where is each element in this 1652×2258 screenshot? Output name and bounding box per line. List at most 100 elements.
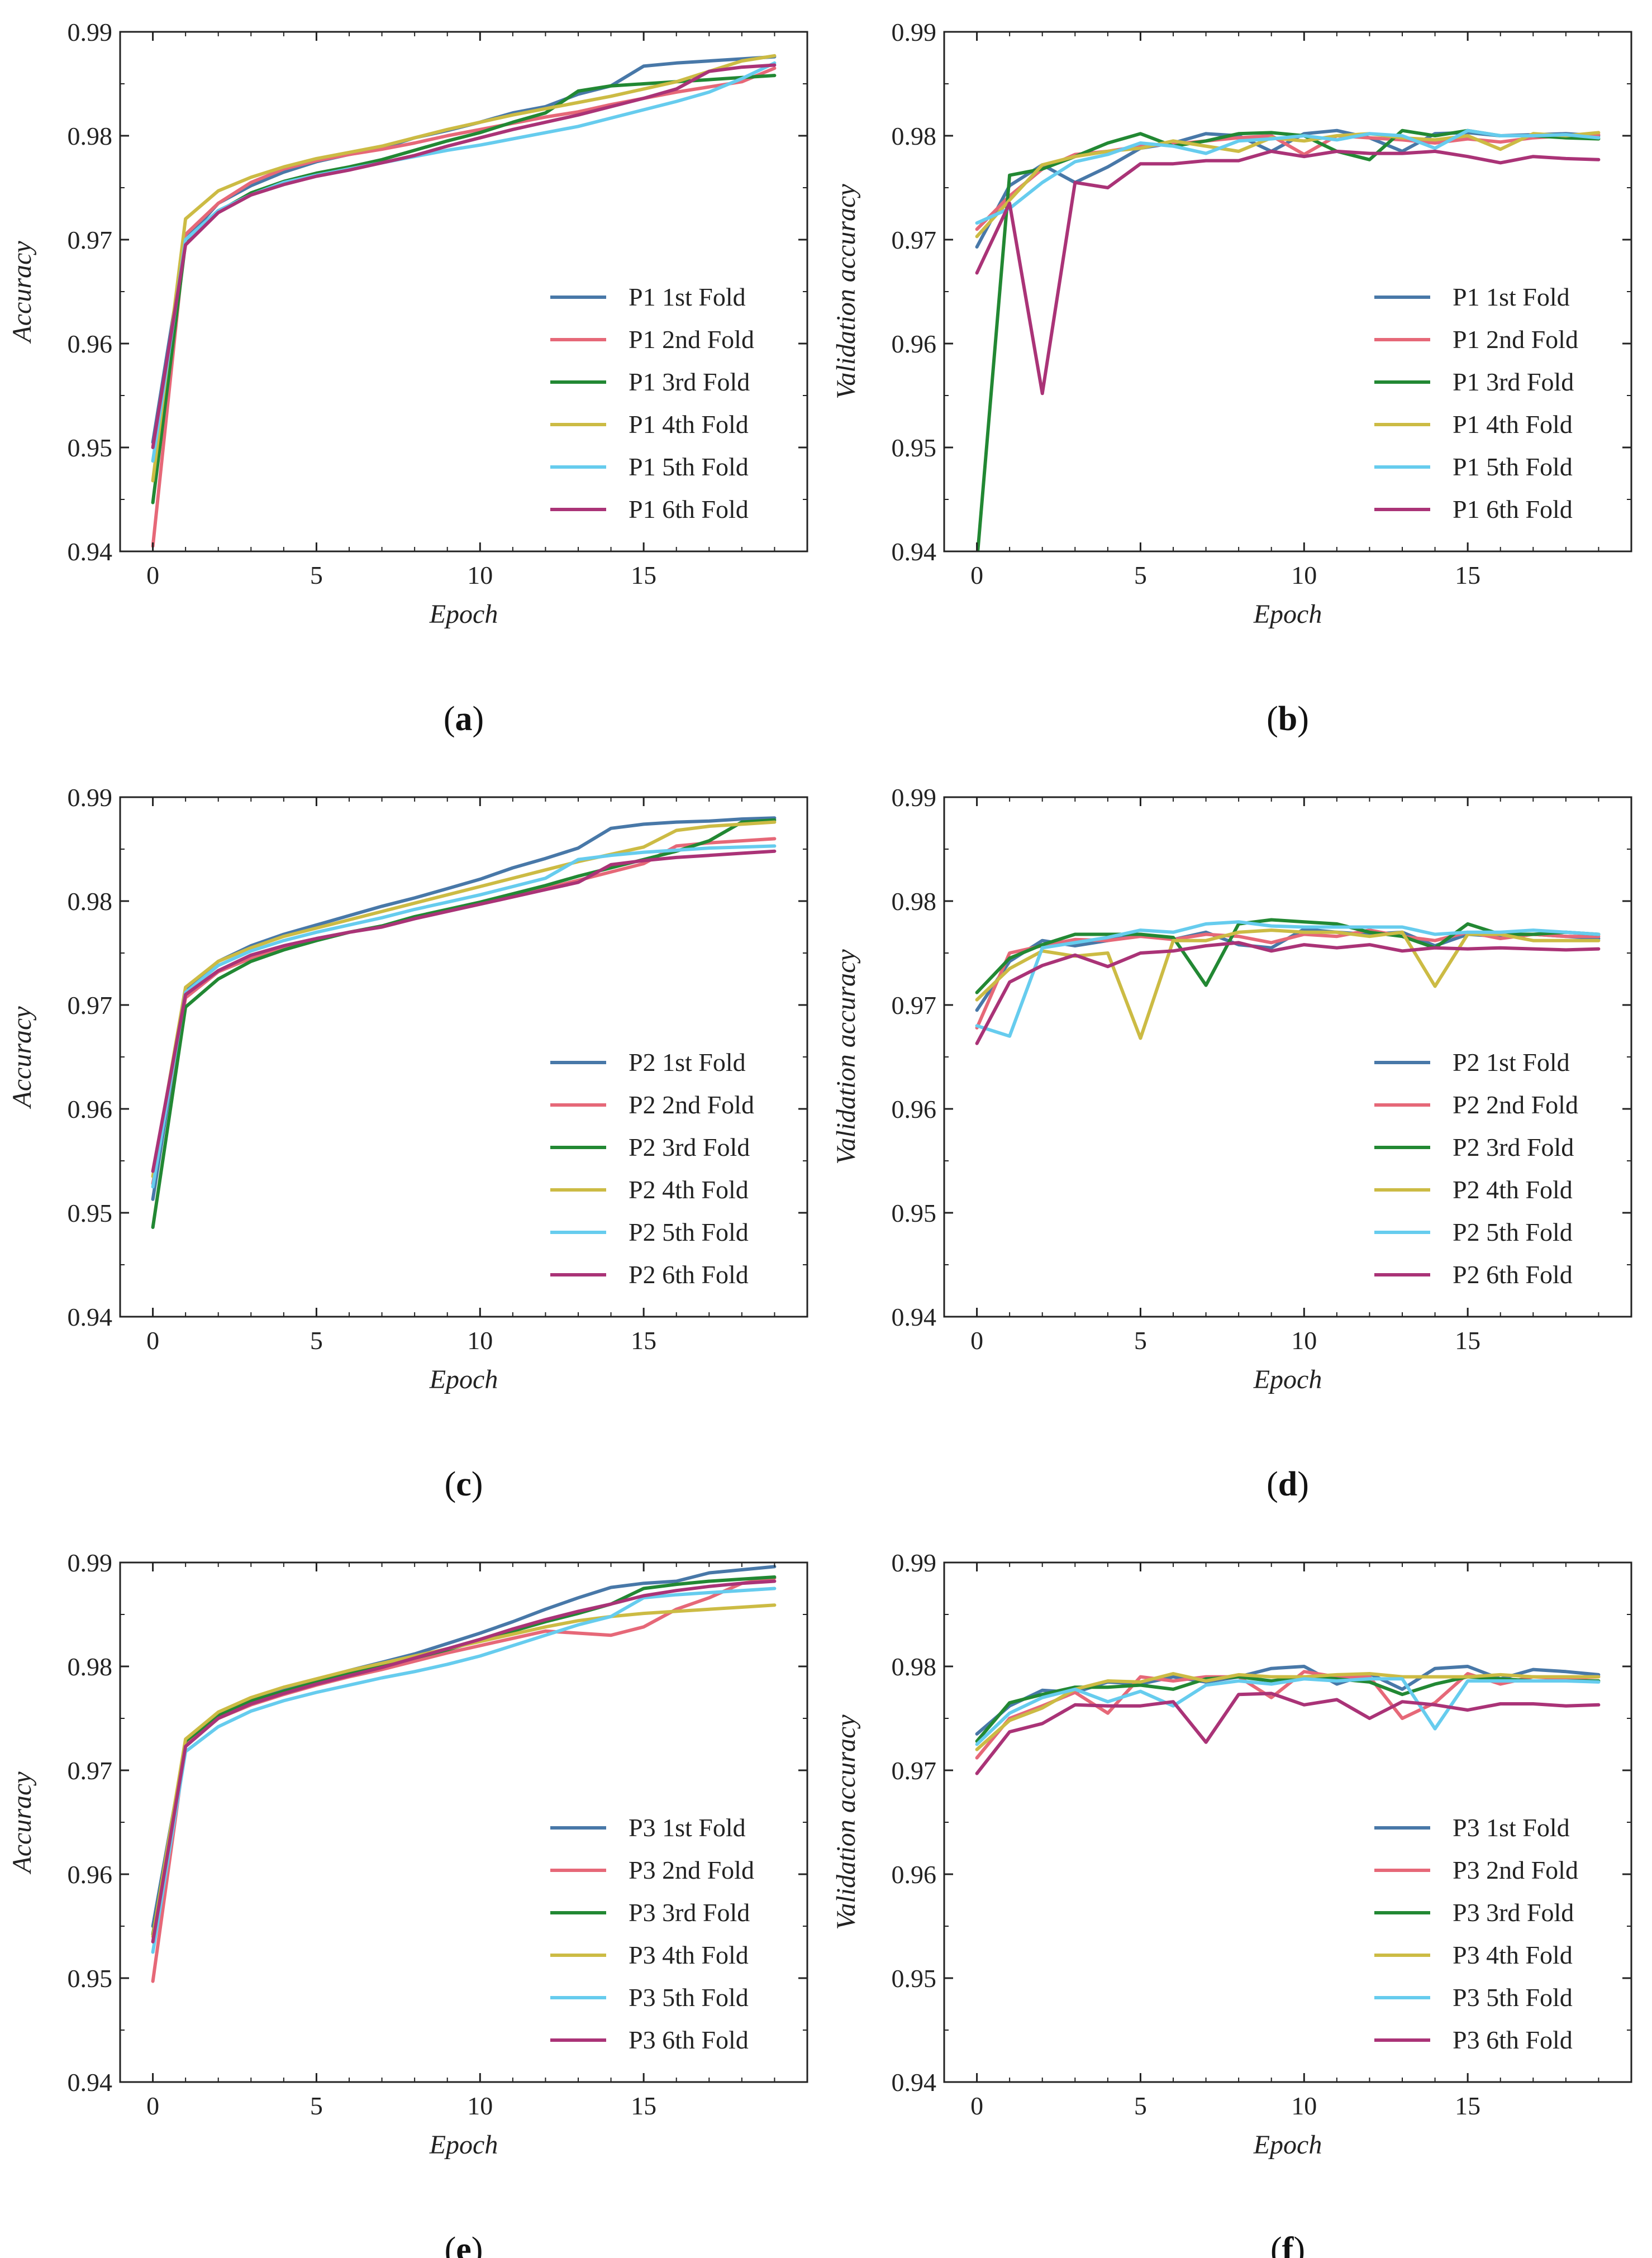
chart-b-series-4-line <box>975 131 1601 239</box>
chart-d-ytick-label-3: 0.97 <box>892 991 937 1020</box>
chart-f-ytick-label-2: 0.96 <box>892 1860 937 1889</box>
chart-a-legend-label-3: P1 3rd Fold <box>629 368 750 396</box>
chart-c-series-4-line <box>151 820 777 1178</box>
chart-c-ytick-label-3: 0.97 <box>68 991 113 1020</box>
chart-b-ytick-label-5: 0.99 <box>892 18 937 46</box>
chart-c-ytick-label-1: 0.95 <box>68 1199 113 1227</box>
chart-e-ytick-label-5: 0.99 <box>68 1549 113 1577</box>
chart-f-panel-label: (f) <box>1270 2231 1305 2258</box>
chart-b-panel-label: (b) <box>1267 700 1309 738</box>
chart-f-xtick-label-2: 10 <box>1291 2092 1317 2120</box>
chart-f: 0 5 10 15 0.94 0.95 0.96 0.97 0.98 0.99 Epoch Valid… <box>831 1549 1632 2258</box>
chart-f-ytick-label-3: 0.97 <box>892 1756 937 1785</box>
chart-b-ytick-label-1: 0.95 <box>892 434 937 462</box>
chart-b-legend-label-4: P1 4th Fold <box>1453 410 1573 439</box>
chart-e-legend-label-1: P3 1st Fold <box>629 1813 746 1842</box>
chart-c-xlabel: Epoch <box>429 1365 498 1394</box>
chart-e-xtick-label-1: 5 <box>310 2092 323 2120</box>
chart-f-series-5-line <box>975 1677 1601 1746</box>
chart-b-legend-label-2: P1 2nd Fold <box>1453 325 1578 354</box>
chart-a-ytick-label-0: 0.94 <box>68 537 113 566</box>
chart-a-legend-label-5: P1 5th Fold <box>629 452 749 481</box>
chart-e-xlabel: Epoch <box>429 2130 498 2160</box>
chart-e-ylabel: Accuracy <box>7 1771 37 1875</box>
chart-d-xtick-label-2: 10 <box>1291 1326 1317 1355</box>
chart-a-legend-label-6: P1 6th Fold <box>629 495 749 523</box>
chart-c-series-1-line <box>151 816 777 1201</box>
chart-d-legend-label-6: P2 6th Fold <box>1453 1260 1573 1289</box>
chart-d-legend-label-3: P2 3rd Fold <box>1453 1133 1574 1161</box>
chart-d: 0 5 10 15 0.94 0.95 0.96 0.97 0.98 0.99 Epoch Valid… <box>831 783 1632 1503</box>
chart-a-legend-label-1: P1 1st Fold <box>629 283 746 311</box>
chart-d-legend-label-1: P2 1st Fold <box>1453 1048 1570 1076</box>
chart-a-ytick-label-1: 0.95 <box>68 434 113 462</box>
chart-a-xlabel: Epoch <box>429 599 498 629</box>
chart-c-series-5-line <box>151 844 777 1189</box>
chart-a-series-6-line <box>151 63 777 449</box>
chart-e-legend-label-5: P3 5th Fold <box>629 1983 749 2012</box>
chart-a-panel-label: (a) <box>444 700 484 738</box>
chart-a-legend-label-4: P1 4th Fold <box>629 410 749 439</box>
chart-d-legend-label-2: P2 2nd Fold <box>1453 1090 1578 1119</box>
chart-d-series-5-line <box>975 920 1601 1038</box>
chart-c-panel-label: (c) <box>445 1465 483 1503</box>
chart-a-series-4-line <box>151 54 777 483</box>
chart-c-series-6-line <box>151 849 777 1173</box>
chart-c-series-3-line <box>151 818 777 1229</box>
chart-b: 0 5 10 15 0.94 0.95 0.96 0.97 0.98 0.99 Epoch Valid… <box>831 18 1632 738</box>
chart-b-ytick-label-4: 0.98 <box>892 122 937 150</box>
chart-b-ytick-label-0: 0.94 <box>892 537 937 566</box>
chart-f-legend-label-3: P3 3rd Fold <box>1453 1898 1574 1927</box>
chart-c-legend-label-2: P2 2nd Fold <box>629 1090 754 1119</box>
chart-a-series-5-line <box>151 61 777 463</box>
chart-d-series-6-line <box>975 941 1601 1045</box>
chart-c: 0 5 10 15 0.94 0.95 0.96 0.97 0.98 0.99 Epoch Accur… <box>7 783 808 1503</box>
chart-f-ytick-label-4: 0.98 <box>892 1652 937 1681</box>
chart-c-legend-label-6: P2 6th Fold <box>629 1260 749 1289</box>
chart-d-ytick-label-2: 0.96 <box>892 1095 937 1123</box>
chart-d-legend-label-5: P2 5th Fold <box>1453 1218 1573 1246</box>
chart-b-legend-label-5: P1 5th Fold <box>1453 452 1573 481</box>
chart-c-xtick-label-0: 0 <box>146 1326 159 1355</box>
chart-c-ytick-label-0: 0.94 <box>68 1303 113 1331</box>
chart-f-xtick-label-3: 15 <box>1455 2092 1480 2120</box>
chart-a-ylabel: Accuracy <box>7 241 37 344</box>
chart-a-ytick-label-2: 0.96 <box>68 330 113 358</box>
chart-c-xtick-label-2: 10 <box>467 1326 493 1355</box>
chart-e-xtick-label-0: 0 <box>146 2092 159 2120</box>
chart-f-ytick-label-1: 0.95 <box>892 1964 937 1993</box>
chart-b-ylabel: Validation accuracy <box>831 184 861 399</box>
chart-e-ytick-label-1: 0.95 <box>68 1964 113 1993</box>
chart-e-ytick-label-3: 0.97 <box>68 1756 113 1785</box>
chart-f-legend-label-6: P3 6th Fold <box>1453 2026 1573 2054</box>
chart-f-series-4-line <box>975 1672 1601 1751</box>
chart-c-legend-label-1: P2 1st Fold <box>629 1048 746 1076</box>
chart-a-xtick-label-0: 0 <box>146 561 159 589</box>
chart-d-xtick-label-3: 15 <box>1455 1326 1480 1355</box>
chart-c-xtick-label-3: 15 <box>631 1326 656 1355</box>
chart-c-legend-label-5: P2 5th Fold <box>629 1218 749 1246</box>
chart-a-legend-label-2: P1 2nd Fold <box>629 325 754 354</box>
chart-f-ytick-label-5: 0.99 <box>892 1549 937 1577</box>
chart-b-xtick-label-3: 15 <box>1455 561 1480 589</box>
chart-d-ylabel: Validation accuracy <box>831 949 861 1165</box>
chart-e-panel-label: (e) <box>445 2231 483 2258</box>
chart-c-ylabel: Accuracy <box>7 1006 37 1109</box>
chart-d-ytick-label-1: 0.95 <box>892 1199 937 1227</box>
chart-a-ytick-label-3: 0.97 <box>68 226 113 254</box>
chart-c-ytick-label-2: 0.96 <box>68 1095 113 1123</box>
chart-d-xtick-label-1: 5 <box>1134 1326 1147 1355</box>
chart-e-ytick-label-4: 0.98 <box>68 1652 113 1681</box>
chart-a-ytick-label-5: 0.99 <box>68 18 113 46</box>
chart-b-legend-label-1: P1 1st Fold <box>1453 283 1570 311</box>
chart-e-series-6-line <box>151 1579 777 1943</box>
chart-b-ytick-label-3: 0.97 <box>892 226 937 254</box>
chart-c-ytick-label-5: 0.99 <box>68 783 113 812</box>
chart-a: 0 5 10 15 0.94 0.95 0.96 0.97 0.98 0.99 Epoch Accur… <box>7 18 808 738</box>
chart-e-legend-label-4: P3 4th Fold <box>629 1941 749 1969</box>
chart-e-legend-label-2: P3 2nd Fold <box>629 1856 754 1884</box>
chart-b-xtick-label-2: 10 <box>1291 561 1317 589</box>
chart-e-xtick-label-3: 15 <box>631 2092 656 2120</box>
chart-d-series-2-line <box>975 928 1601 1030</box>
